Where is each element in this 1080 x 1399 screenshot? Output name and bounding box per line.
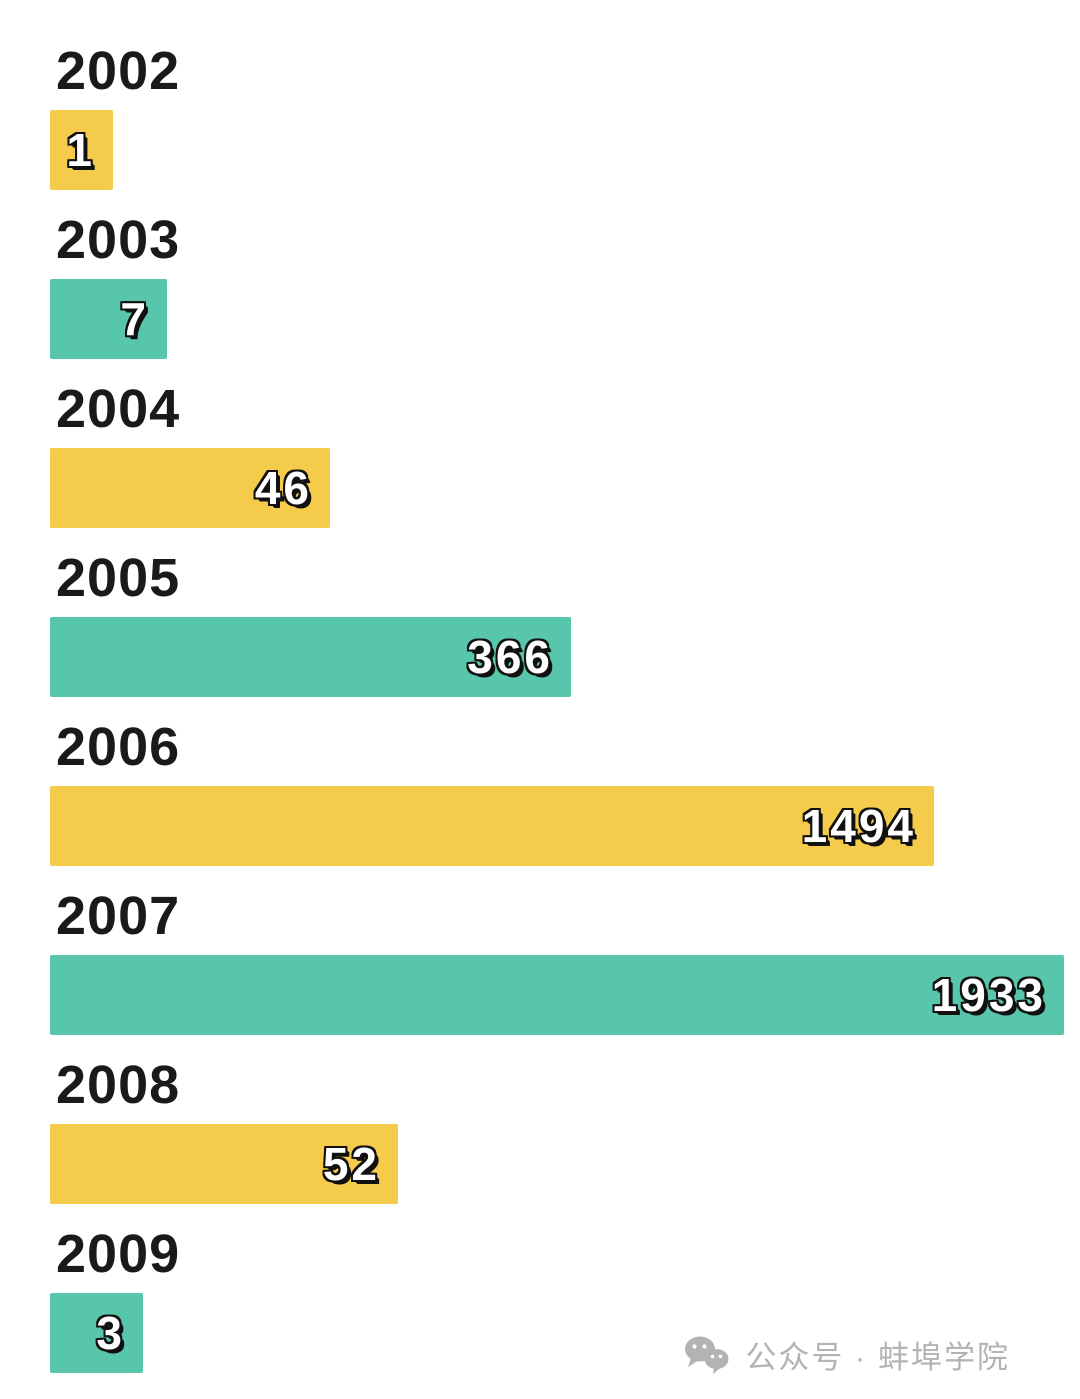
bar-value-label: 1933	[931, 969, 1046, 1021]
value-bar: 3	[50, 1293, 143, 1373]
year-label: 2002	[56, 41, 181, 101]
chart-row: 2004 46	[50, 382, 1080, 528]
chart-row: 2009 3	[50, 1227, 1080, 1373]
watermark-text: 公众号 · 蚌埠学院	[745, 1340, 1010, 1375]
bar-value-label: 366	[467, 631, 553, 683]
value-bar: 7	[50, 279, 167, 359]
wechat-icon	[683, 1335, 731, 1375]
value-bar: 366	[50, 617, 571, 697]
bar-value-label: 1	[66, 124, 95, 176]
year-label: 2008	[56, 1055, 181, 1115]
watermark: 公众号 · 蚌埠学院	[683, 1332, 1010, 1377]
chart-row: 2008 52	[50, 1058, 1080, 1204]
year-label: 2009	[56, 1224, 181, 1284]
year-label: 2006	[56, 717, 181, 777]
value-bar: 52	[50, 1124, 398, 1204]
bar-value-label: 1494	[801, 800, 916, 852]
value-bar: 1494	[50, 786, 934, 866]
chart-row: 2002 1	[50, 44, 1080, 190]
year-label: 2003	[56, 210, 181, 270]
bar-value-label: 3	[96, 1307, 125, 1359]
chart-row: 2006 1494	[50, 720, 1080, 866]
value-bar: 46	[50, 448, 330, 528]
year-label: 2004	[56, 379, 181, 439]
bar-value-label: 52	[322, 1138, 380, 1190]
value-bar: 1933	[50, 955, 1064, 1035]
chart-row: 2005 366	[50, 551, 1080, 697]
year-label: 2007	[56, 886, 181, 946]
bar-value-label: 7	[120, 293, 149, 345]
chart-row: 2007 1933	[50, 889, 1080, 1035]
chart-row: 2003 7	[50, 213, 1080, 359]
value-bar: 1	[50, 110, 113, 190]
bar-value-label: 46	[254, 462, 312, 514]
year-label: 2005	[56, 548, 181, 608]
